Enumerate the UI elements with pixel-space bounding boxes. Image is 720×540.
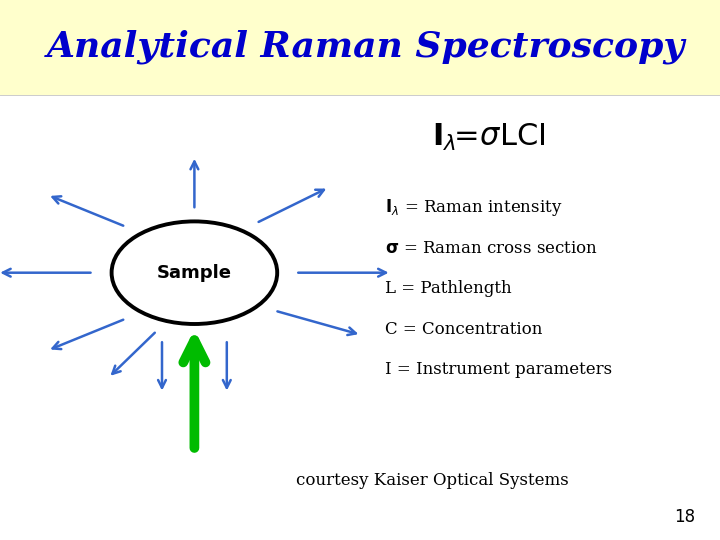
Text: C = Concentration: C = Concentration bbox=[385, 321, 543, 338]
Text: L = Pathlength: L = Pathlength bbox=[385, 280, 512, 298]
Text: Sample: Sample bbox=[157, 264, 232, 282]
Bar bbox=[0, 0, 720, 94]
Ellipse shape bbox=[112, 221, 277, 324]
Text: $\mathbf{\sigma}$ = Raman cross section: $\mathbf{\sigma}$ = Raman cross section bbox=[385, 240, 598, 257]
Text: Analytical Raman Spectroscopy: Analytical Raman Spectroscopy bbox=[47, 30, 685, 64]
Text: 18: 18 bbox=[674, 509, 695, 526]
Text: $\mathbf{I}_\lambda\!\!=\!\sigma\mathrm{LCI}$: $\mathbf{I}_\lambda\!\!=\!\sigma\mathrm{… bbox=[432, 122, 545, 153]
Text: I = Instrument parameters: I = Instrument parameters bbox=[385, 361, 612, 379]
Text: $\mathbf{I}_\lambda$ = Raman intensity: $\mathbf{I}_\lambda$ = Raman intensity bbox=[385, 198, 562, 218]
Text: courtesy Kaiser Optical Systems: courtesy Kaiser Optical Systems bbox=[296, 472, 568, 489]
